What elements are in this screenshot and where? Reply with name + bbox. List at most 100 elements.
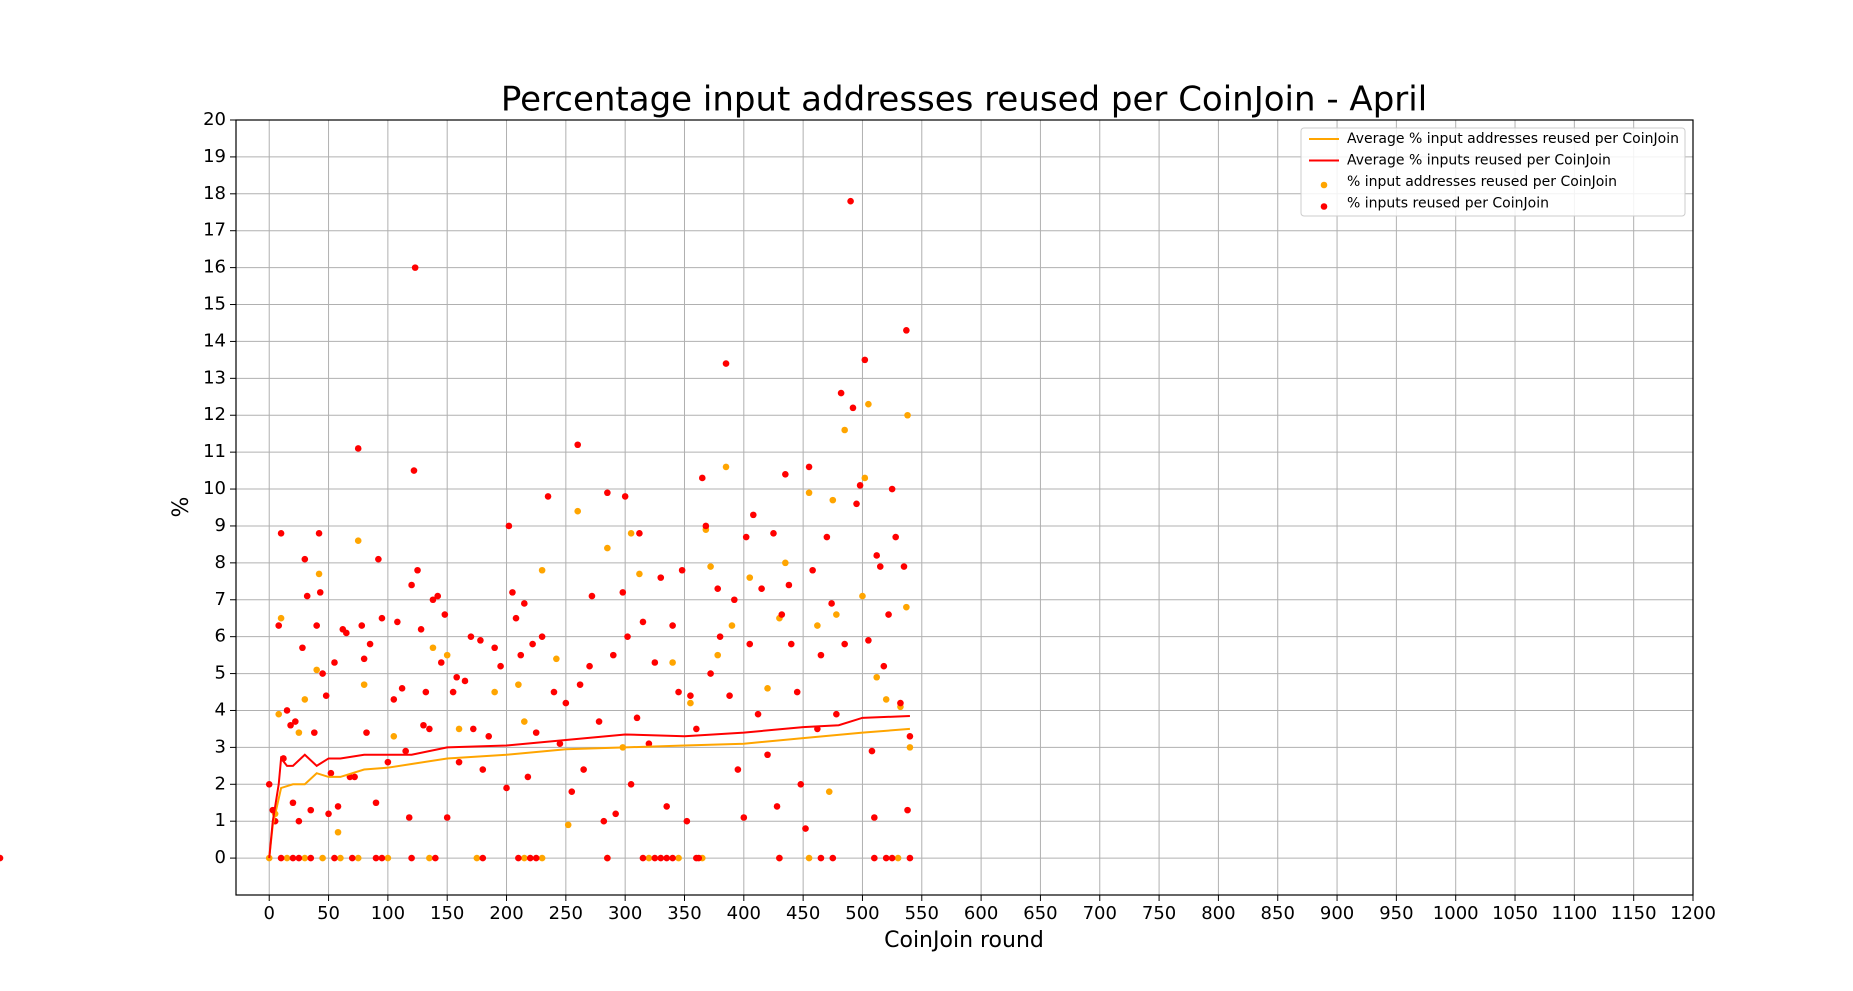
scatter-point	[787, 640, 795, 648]
scatter-point	[538, 633, 546, 640]
x-tick-label: 1200	[1670, 903, 1716, 924]
scatter-point	[378, 614, 386, 622]
scatter-point	[740, 814, 748, 821]
scatter-point	[797, 780, 805, 788]
scatter-point	[337, 854, 344, 862]
scatter-point	[726, 692, 733, 700]
scatter-point	[0, 854, 4, 862]
scatter-point	[707, 670, 714, 677]
scatter-point	[802, 825, 809, 832]
scatter-point	[287, 721, 294, 729]
scatter-point	[303, 592, 311, 600]
scatter-point	[307, 806, 315, 814]
y-tick-label: 10	[203, 478, 226, 499]
scatter-point	[334, 828, 342, 836]
scatter-point	[888, 854, 896, 862]
scatter-point	[687, 692, 694, 700]
scatter-point	[325, 810, 332, 818]
scatter-point	[420, 721, 427, 729]
scatter-point	[426, 854, 433, 862]
scatter-point	[904, 806, 911, 814]
plot-area	[0, 197, 914, 862]
scatter-point	[823, 533, 831, 541]
scatter-point	[805, 489, 813, 497]
scatter-point	[469, 725, 477, 733]
scatter-point	[805, 463, 813, 471]
scatter-point	[509, 589, 516, 596]
scatter-point	[398, 685, 406, 692]
scatter-point	[521, 854, 528, 862]
scatter-point	[437, 659, 445, 666]
scatter-point	[283, 854, 291, 862]
scatter-point	[793, 688, 801, 696]
scatter-point	[714, 651, 722, 659]
scatter-point	[315, 570, 323, 578]
scatter-point	[906, 854, 914, 862]
scatter-point	[734, 766, 742, 773]
average-line	[268, 715, 910, 859]
x-tick-label: 400	[727, 903, 761, 924]
scatter-point	[876, 563, 884, 570]
x-tick-label: 700	[1083, 903, 1117, 924]
scatter-point	[277, 530, 285, 537]
legend-box	[1300, 127, 1686, 217]
scatter-point	[467, 633, 475, 640]
scatter-point	[758, 585, 765, 592]
scatter-point	[283, 707, 291, 714]
y-tick-label: 4	[215, 699, 226, 720]
scatter-point	[873, 673, 881, 681]
scatter-point	[833, 611, 840, 618]
scatter-point	[408, 581, 415, 589]
scatter-point	[360, 681, 368, 688]
scatter-point	[645, 740, 653, 747]
scatter-point	[675, 688, 682, 696]
scatter-point	[473, 854, 481, 862]
x-axis-label: CoinJoin round	[884, 928, 1044, 953]
scatter-point	[275, 622, 283, 629]
scatter-point	[716, 633, 724, 640]
scatter-point	[782, 470, 789, 478]
x-tick-label: 250	[549, 903, 583, 924]
scatter-point	[354, 854, 362, 862]
scatter-point	[900, 563, 908, 570]
scatter-point	[574, 441, 582, 449]
scatter-point	[301, 696, 309, 703]
scatter-point	[693, 725, 700, 733]
y-tick-label: 5	[215, 663, 226, 684]
scatter-point	[841, 426, 848, 434]
scatter-point	[619, 589, 627, 596]
scatter-point	[829, 854, 837, 862]
scatter-point	[651, 854, 659, 862]
y-tick-label: 3	[215, 736, 226, 757]
scatter-point	[728, 622, 736, 629]
scatter-point	[292, 718, 299, 725]
scatter-point	[776, 854, 783, 862]
ticks: 0 50 100 150 200 250 300 350 400 450 500 550 600 650 7…	[203, 109, 1716, 924]
scatter-point	[828, 600, 835, 607]
scatter-point	[825, 788, 833, 795]
scatter-point	[351, 773, 358, 781]
scatter-point	[410, 467, 418, 474]
scatter-point	[538, 566, 546, 574]
legend-label: % input addresses reused per CoinJoin	[1347, 174, 1617, 190]
legend-label: Average % inputs reused per CoinJoin	[1347, 153, 1611, 169]
scatter-point	[360, 655, 368, 663]
scatter-point	[892, 533, 899, 541]
scatter-point	[627, 780, 635, 788]
scatter-point	[532, 854, 540, 862]
scatter-point	[553, 655, 560, 663]
scatter-point	[313, 666, 320, 674]
scatter-point	[517, 651, 525, 659]
scatter-point	[455, 725, 463, 733]
y-tick-label: 8	[215, 552, 226, 573]
x-tick-label: 450	[786, 903, 820, 924]
legend-label: Average % input addresses reused per Coi…	[1347, 131, 1679, 147]
scatter-point	[809, 566, 816, 574]
y-tick-label: 13	[203, 367, 226, 388]
scatter-point	[532, 729, 540, 736]
scatter-point	[455, 758, 463, 766]
scatter-point	[695, 854, 703, 862]
scatter-point	[334, 803, 342, 810]
scatter-point	[817, 651, 825, 659]
scatter-point	[485, 733, 493, 740]
